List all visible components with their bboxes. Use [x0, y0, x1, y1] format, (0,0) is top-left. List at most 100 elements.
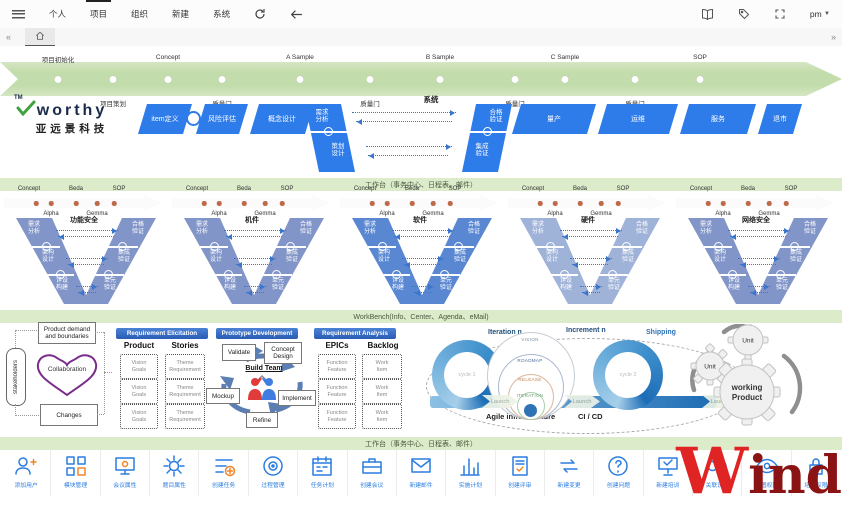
phase-label: Beda	[236, 186, 252, 192]
tab-project[interactable]: 项目	[78, 0, 119, 28]
scroll-right-icon[interactable]: »	[830, 32, 836, 42]
toolbar-item-task-create[interactable]: 创建任务	[199, 450, 249, 496]
toolbar-item-training[interactable]: 新建培训	[644, 450, 694, 496]
tab-organization[interactable]: 组织	[131, 9, 149, 19]
card-stories: Theme Requirement	[165, 354, 205, 379]
refresh-button[interactable]	[242, 0, 278, 28]
scroll-left-icon[interactable]: «	[6, 32, 12, 42]
trace-arrow	[560, 227, 622, 234]
toolbar-item-meeting-props[interactable]: 会议属性	[101, 450, 151, 496]
sync-icon	[608, 270, 617, 279]
toolbar-item-process[interactable]: 过程管理	[249, 450, 299, 496]
toolbar-item-label: 新建变更	[557, 483, 581, 489]
toolbar-item-calendar[interactable]: 任务计划	[298, 450, 348, 496]
phase-label: Gemma	[590, 211, 612, 217]
book-icon	[701, 8, 713, 20]
trace-arrow	[414, 289, 432, 296]
tab-new[interactable]: 新建	[172, 9, 190, 19]
mini-timeline-dot	[73, 201, 79, 206]
flow-service: 服务	[680, 104, 756, 134]
mini-timeline-dot	[279, 201, 285, 206]
main-menu-button[interactable]	[0, 0, 37, 28]
mini-timeline-dot	[33, 201, 39, 206]
fullscreen-button[interactable]	[762, 0, 798, 28]
toolbar-item-gear[interactable]: 题目属性	[150, 450, 200, 496]
toolbar-item-mail[interactable]: 新建邮件	[397, 450, 447, 496]
toolbar-item-relation[interactable]: 关联设置	[693, 450, 743, 496]
user-menu[interactable]: pm ▼	[798, 0, 842, 28]
changes-box: Changes	[40, 404, 98, 426]
user-menu-label: pm	[809, 9, 822, 19]
vmodel-step: 架构 设计	[545, 250, 558, 263]
vmodel-step: 合格 验证	[803, 222, 816, 235]
vmodel-step: 合格 验证	[299, 222, 312, 235]
toolbar-item-user-add[interactable]: 添加用户	[2, 450, 52, 496]
trace-arrow	[244, 283, 266, 290]
tab-system[interactable]: 系统	[213, 9, 231, 19]
card-stories: Theme Requirement	[165, 404, 205, 429]
card-epics: Function Feature	[318, 379, 356, 404]
phase-label: Alpha	[379, 211, 395, 217]
vmodel-step: 架构 设计	[713, 250, 726, 263]
bottom-action-toolbar: 添加用户 模块管理 会议属性 题目属性 创建任务 过程管理 任务计划 创建会议 新建邮件 实施计划…	[0, 450, 842, 496]
toolbar-item-change[interactable]: 新建变更	[545, 450, 595, 496]
phase-label: Alpha	[715, 211, 731, 217]
mini-timeline-dot	[598, 201, 604, 206]
timeline-dot	[435, 75, 445, 84]
tag-icon	[738, 9, 750, 20]
sync-icon	[272, 270, 281, 279]
phase-label: Concept	[689, 186, 713, 192]
epics-column-header: EPICs	[325, 341, 349, 350]
ring-label: VISION	[521, 337, 539, 342]
toolbar-item-briefcase[interactable]: 创建会议	[348, 450, 397, 496]
validate-box: Validate	[222, 344, 256, 361]
toolbar-item-label: 培训权限	[804, 483, 828, 489]
build-team-label: Build Team	[245, 365, 283, 372]
vmodel-5: Concept Beda SOP Alpha Gemma 网络安全 需求 分析 架构 设计 详设…	[676, 186, 836, 308]
mini-timeline-dot	[409, 201, 415, 206]
home-icon	[35, 31, 45, 40]
phase-label: Alpha	[211, 211, 227, 217]
mini-timeline-dot	[48, 201, 54, 206]
meeting-props-icon	[115, 457, 135, 475]
back-button[interactable]	[278, 0, 315, 28]
vmodel-step: 单元 验证	[439, 278, 452, 291]
toolbar-item-eye[interactable]: 视图权限	[742, 450, 792, 496]
phase-label: Alpha	[43, 211, 59, 217]
ring-core	[524, 404, 537, 417]
sync-icon	[186, 111, 201, 126]
home-tab[interactable]	[25, 27, 56, 47]
toolbar-item-modules[interactable]: 模块管理	[51, 450, 101, 496]
milestone-label: SOP	[693, 54, 707, 61]
tab-personal[interactable]: 个人	[49, 9, 67, 19]
help-book-button[interactable]	[689, 0, 726, 28]
toolbar-item-lock[interactable]: 培训权限	[792, 450, 840, 496]
mini-timeline-arrow	[172, 195, 330, 211]
trace-arrow	[246, 289, 264, 296]
trace-arrow	[392, 227, 454, 234]
vmodel-step: 需求 分析	[699, 222, 712, 235]
phase-label: Gemma	[86, 211, 108, 217]
toolbar-item-issue[interactable]: 创建问题	[594, 450, 644, 496]
vmodel-4: Concept Beda SOP Alpha Gemma 硬件 需求 分析 架构 设计 详设 构…	[508, 186, 668, 308]
timeline-dot	[108, 75, 118, 84]
system-label: 系统	[423, 95, 439, 104]
refine-box: Refine	[246, 412, 278, 428]
flow-risk-assessment: 风险评估	[196, 104, 248, 134]
change-icon	[560, 459, 578, 473]
mini-timeline-arrow	[508, 195, 666, 211]
toolbar-item-chart[interactable]: 实施计划	[446, 450, 496, 496]
toolbar-item-review[interactable]: 创建评审	[496, 450, 545, 496]
tag-button[interactable]	[726, 0, 762, 28]
mini-timeline-dot	[241, 201, 247, 206]
phase-label: Beda	[68, 186, 84, 192]
toolbar-item-label: 新建邮件	[409, 483, 433, 489]
vmodel-step: 需求 分析	[27, 222, 40, 235]
phase-label: Concept	[17, 186, 41, 192]
sync-icon	[776, 270, 785, 279]
logo-tm: TM	[14, 95, 23, 101]
card-product: Vision Goals	[120, 379, 158, 404]
requirement-analysis-header: Requirement Analysis	[314, 328, 396, 339]
vmodel-step: 详设 构建	[559, 278, 572, 291]
workbench-band: WorkBench(Info、Center、Agenda、eMail)	[0, 310, 842, 323]
